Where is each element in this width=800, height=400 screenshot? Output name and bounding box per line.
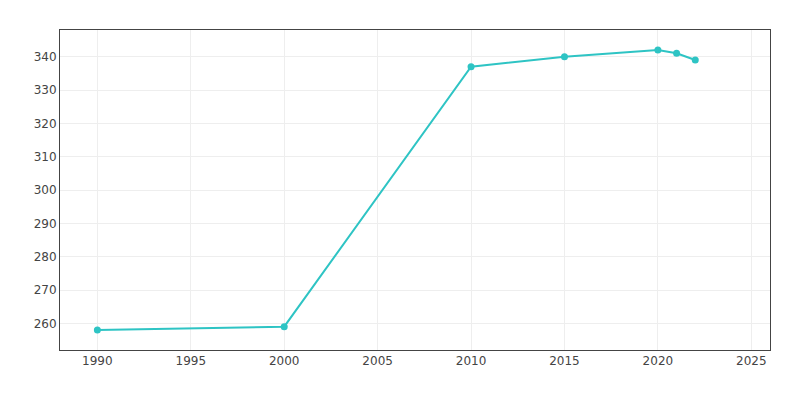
svg-text:280: 280 [34,250,57,264]
svg-text:2015: 2015 [549,354,580,368]
svg-text:260: 260 [34,317,57,331]
svg-text:290: 290 [34,217,57,231]
svg-text:2010: 2010 [456,354,487,368]
svg-text:340: 340 [34,50,57,64]
svg-text:300: 300 [34,183,57,197]
svg-text:330: 330 [34,83,57,97]
svg-text:1990: 1990 [82,354,113,368]
svg-text:2005: 2005 [362,354,393,368]
svg-text:270: 270 [34,283,57,297]
svg-text:320: 320 [34,117,57,131]
svg-text:2020: 2020 [643,354,674,368]
svg-text:2025: 2025 [736,354,767,368]
svg-text:310: 310 [34,150,57,164]
svg-text:2000: 2000 [269,354,300,368]
svg-text:1995: 1995 [176,354,207,368]
